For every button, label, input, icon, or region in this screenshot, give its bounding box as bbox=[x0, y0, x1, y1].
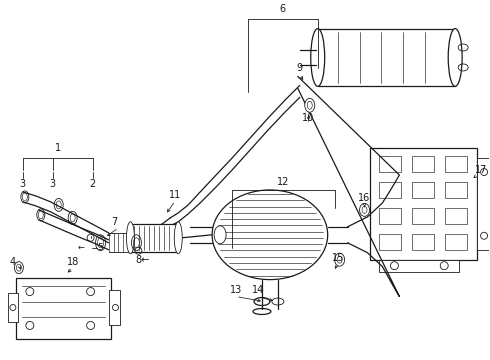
Ellipse shape bbox=[305, 98, 315, 112]
Bar bbox=[445, 182, 467, 198]
Bar bbox=[379, 182, 401, 198]
Text: ←: ← bbox=[77, 243, 85, 252]
Text: 10: 10 bbox=[302, 113, 314, 123]
Bar bbox=[477, 158, 490, 250]
Text: 11: 11 bbox=[169, 190, 181, 200]
Text: 2: 2 bbox=[90, 179, 96, 189]
Bar bbox=[108, 289, 121, 325]
Ellipse shape bbox=[360, 203, 369, 216]
Bar bbox=[413, 156, 434, 172]
Bar bbox=[379, 260, 459, 272]
Text: 7: 7 bbox=[111, 217, 118, 227]
Text: 17: 17 bbox=[475, 165, 487, 175]
Text: 18: 18 bbox=[67, 257, 79, 267]
Bar bbox=[379, 234, 401, 250]
Bar bbox=[413, 234, 434, 250]
Text: 9: 9 bbox=[297, 63, 303, 73]
Text: 13: 13 bbox=[230, 284, 242, 294]
Bar bbox=[445, 208, 467, 224]
Ellipse shape bbox=[212, 190, 328, 280]
Bar bbox=[130, 224, 178, 252]
Bar bbox=[379, 156, 401, 172]
Text: 3: 3 bbox=[20, 179, 26, 189]
Text: 14: 14 bbox=[252, 284, 264, 294]
Ellipse shape bbox=[335, 253, 344, 266]
Ellipse shape bbox=[14, 262, 24, 274]
Ellipse shape bbox=[126, 222, 134, 254]
Text: 16: 16 bbox=[358, 193, 370, 203]
Bar bbox=[318, 28, 455, 86]
Text: 1: 1 bbox=[55, 143, 61, 153]
Ellipse shape bbox=[214, 226, 226, 244]
Bar bbox=[379, 208, 401, 224]
Bar bbox=[413, 182, 434, 198]
Bar bbox=[16, 278, 111, 339]
Text: 12: 12 bbox=[277, 177, 289, 187]
Ellipse shape bbox=[174, 222, 182, 254]
Ellipse shape bbox=[311, 28, 325, 86]
Text: 3: 3 bbox=[49, 179, 56, 189]
Bar bbox=[445, 156, 467, 172]
Text: 6: 6 bbox=[280, 4, 286, 14]
Bar bbox=[445, 234, 467, 250]
Text: 5: 5 bbox=[98, 243, 103, 252]
Text: 4: 4 bbox=[10, 257, 16, 267]
Bar bbox=[8, 293, 18, 323]
Ellipse shape bbox=[448, 28, 462, 86]
Text: 15: 15 bbox=[331, 253, 344, 263]
Bar bbox=[413, 208, 434, 224]
Bar bbox=[369, 148, 477, 260]
Text: 8←: 8← bbox=[135, 255, 149, 265]
